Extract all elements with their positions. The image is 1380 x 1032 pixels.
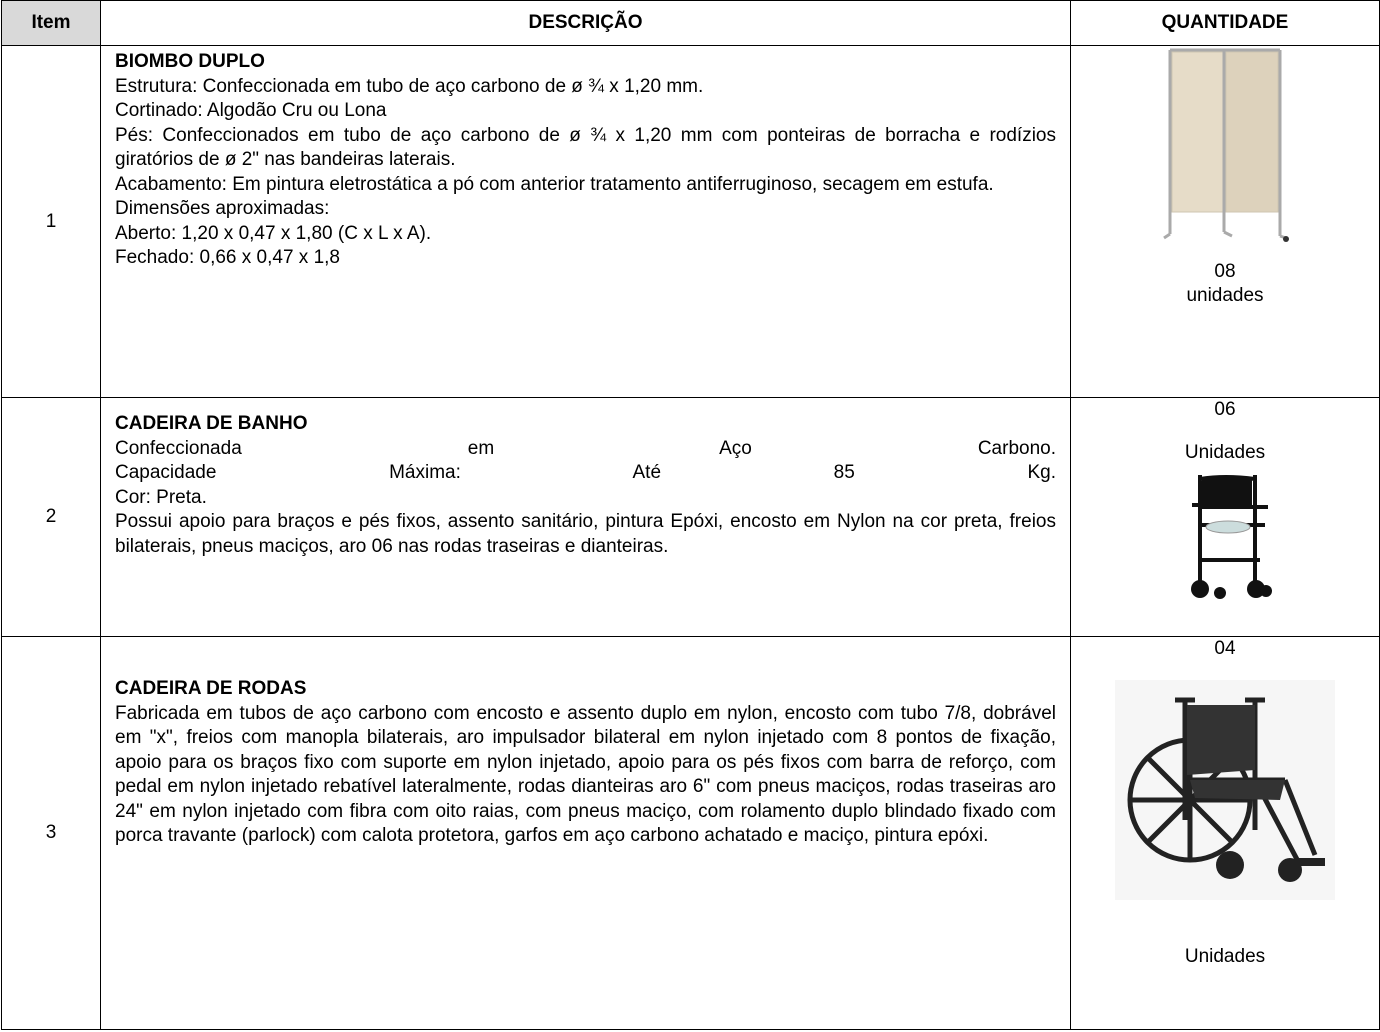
product-image	[1160, 46, 1290, 254]
description-cell: CADEIRA DE BANHO Confeccionada em Aço Car…	[100, 397, 1071, 637]
bath-chair-image	[1191, 475, 1272, 599]
description-line: Fabricada em tubos de aço carbono com en…	[115, 702, 1056, 847]
table-row: 3 CADEIRA DE RODAS Fabricada em tubos de a…	[1, 636, 1380, 1030]
description-line: Cortinado: Algodão Cru ou Lona	[115, 100, 387, 121]
quantity-text: Unidades	[1184, 946, 1266, 967]
description-line: Possui apoio para braços e pés fixos, as…	[115, 511, 1056, 557]
quantity-text: 04	[1214, 638, 1236, 659]
description-line: Confeccionada em Aço Carbono.	[115, 437, 1056, 459]
description-line: Estrutura: Confeccionada em tubo de aço …	[115, 75, 704, 97]
table-body: 1 BIOMBO DUPLO Estrutura: Confeccionada em…	[1, 45, 1380, 1030]
quantity-text: unidades	[1186, 285, 1264, 306]
header-cell: QUANTIDADE	[1070, 0, 1380, 46]
header-row: Item DESCRIÇÃO QUANTIDADE	[1, 0, 1380, 46]
table-row: 1 BIOMBO DUPLO Estrutura: Confeccionada em…	[1, 45, 1380, 398]
description-title: BIOMBO DUPLO	[115, 51, 265, 72]
product-image	[1170, 465, 1280, 613]
description-line: Pés: Confeccionados em tubo de aço carbo…	[115, 124, 1056, 171]
header-cell: Item	[1, 0, 101, 46]
product-image	[1115, 679, 1335, 908]
description-line: Fechado: 0,66 x 0,47 x 1,8	[115, 247, 340, 268]
description-line: Cor: Preta.	[115, 486, 207, 508]
item-cell: 1	[1, 45, 101, 398]
description-line: Acabamento: Em pintura eletrostática a p…	[115, 173, 994, 195]
quantity-cell: 04 Unidades	[1070, 636, 1380, 1030]
quantity-cell: 06 Unidades	[1070, 397, 1380, 637]
description-line: Capacidade Máxima: Até 85 Kg.	[115, 462, 1056, 483]
description-cell: BIOMBO DUPLO Estrutura: Confeccionada em …	[100, 45, 1071, 398]
quantity-text: Unidades	[1184, 441, 1266, 463]
description-cell: CADEIRA DE RODAS Fabricada em tubos de aç…	[100, 636, 1071, 1030]
item-cell: 3	[1, 636, 101, 1030]
table-row: 2 CADEIRA DE BANHO Confeccionada em Aço Ca…	[1, 397, 1380, 637]
quantity-content: 08 unidades	[1071, 46, 1379, 397]
wheelchair-image	[1115, 679, 1335, 900]
description-title: CADEIRA DE RODAS	[115, 678, 307, 699]
quantity-content: 06 Unidades	[1071, 398, 1379, 636]
description-title: CADEIRA DE BANHO	[115, 413, 308, 434]
quantity-text: 08	[1214, 260, 1236, 282]
description-line: Dimensões aproximadas:	[115, 198, 330, 219]
header-cell: DESCRIÇÃO	[100, 0, 1071, 46]
quantity-text: 06	[1214, 399, 1236, 420]
quantity-content: 04 Unidades	[1071, 637, 1379, 1029]
description-line: Aberto: 1,20 x 0,47 x 1,80 (C x L x A).	[115, 222, 432, 244]
item-cell: 2	[1, 397, 101, 637]
screen-image	[1163, 48, 1289, 242]
quantity-cell: 08 unidades	[1070, 45, 1380, 398]
